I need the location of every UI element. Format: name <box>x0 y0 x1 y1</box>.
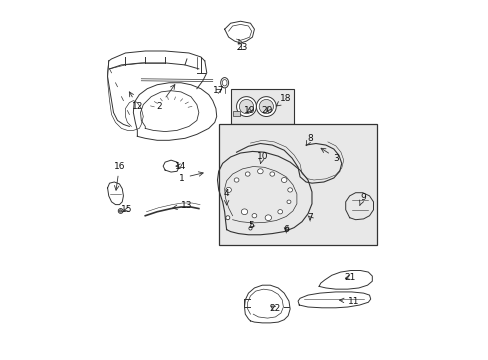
Ellipse shape <box>225 188 231 193</box>
Text: 7: 7 <box>306 213 313 222</box>
Ellipse shape <box>277 210 282 214</box>
Text: 10: 10 <box>256 152 267 163</box>
Ellipse shape <box>119 210 122 212</box>
Text: 1: 1 <box>179 172 203 183</box>
Text: 21: 21 <box>343 273 355 282</box>
Ellipse shape <box>286 200 290 204</box>
Bar <box>230 89 293 125</box>
Text: 19: 19 <box>243 106 254 115</box>
Ellipse shape <box>256 96 276 117</box>
Text: 12: 12 <box>129 92 143 111</box>
Text: 14: 14 <box>174 162 185 171</box>
Ellipse shape <box>234 178 239 182</box>
Ellipse shape <box>269 172 274 176</box>
Ellipse shape <box>264 215 271 221</box>
Text: 5: 5 <box>248 221 254 230</box>
Text: 17: 17 <box>212 86 224 95</box>
Text: 18: 18 <box>276 94 291 106</box>
Text: 9: 9 <box>359 193 365 205</box>
Ellipse shape <box>251 213 256 218</box>
Text: 23: 23 <box>236 40 248 51</box>
Ellipse shape <box>285 227 288 230</box>
Text: 3: 3 <box>321 148 339 163</box>
Text: 2: 2 <box>156 85 175 111</box>
Text: 8: 8 <box>305 134 312 146</box>
Bar <box>218 125 377 246</box>
Text: 22: 22 <box>269 305 281 314</box>
Text: 15: 15 <box>120 205 132 214</box>
Ellipse shape <box>236 96 256 117</box>
Ellipse shape <box>257 169 263 174</box>
Ellipse shape <box>248 227 251 230</box>
Bar <box>232 111 239 117</box>
Text: 11: 11 <box>339 297 359 306</box>
Text: 20: 20 <box>261 106 273 115</box>
Text: 13: 13 <box>172 201 192 210</box>
Ellipse shape <box>287 188 292 192</box>
Text: 6: 6 <box>283 225 289 234</box>
Text: 4: 4 <box>224 189 229 205</box>
Ellipse shape <box>259 99 273 114</box>
Ellipse shape <box>239 99 253 114</box>
Ellipse shape <box>225 216 229 220</box>
Text: 16: 16 <box>114 162 125 190</box>
Ellipse shape <box>241 209 247 215</box>
Ellipse shape <box>281 177 286 183</box>
Ellipse shape <box>245 172 249 176</box>
Ellipse shape <box>118 208 123 213</box>
